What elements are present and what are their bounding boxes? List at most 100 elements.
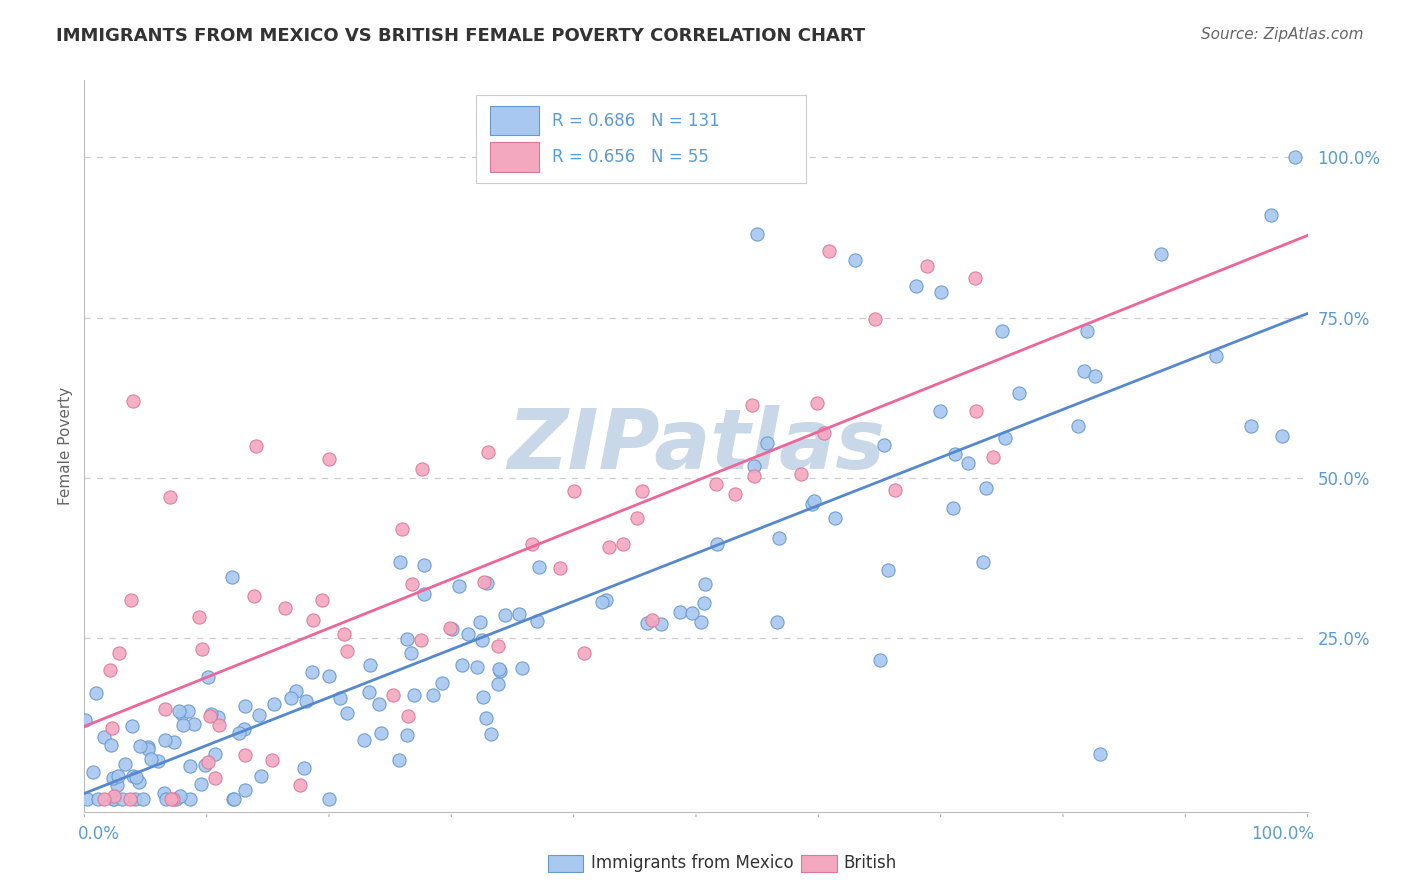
Point xyxy=(806,395,828,409)
Point xyxy=(285,684,308,698)
Point xyxy=(242,589,264,603)
Point xyxy=(249,769,271,783)
Point xyxy=(457,626,479,640)
Point xyxy=(742,458,765,473)
Point xyxy=(1150,246,1173,260)
Point xyxy=(981,450,1004,464)
Point xyxy=(176,705,198,719)
Point xyxy=(103,789,125,803)
Point xyxy=(548,561,571,575)
Point xyxy=(801,497,824,511)
Point xyxy=(526,614,548,628)
Point xyxy=(84,685,107,699)
Point xyxy=(162,792,184,806)
Point xyxy=(884,483,907,498)
Point xyxy=(302,613,325,627)
Point xyxy=(370,725,392,739)
Point xyxy=(86,792,108,806)
Point xyxy=(974,481,997,495)
Point xyxy=(155,733,177,747)
Point xyxy=(1083,369,1105,384)
Point xyxy=(187,609,209,624)
Point xyxy=(956,456,979,470)
Text: IMMIGRANTS FROM MEXICO VS BRITISH FEMALE POVERTY CORRELATION CHART: IMMIGRANTS FROM MEXICO VS BRITISH FEMALE… xyxy=(56,27,866,45)
Point xyxy=(991,324,1014,338)
Point xyxy=(82,764,104,779)
Point xyxy=(905,278,928,293)
Point xyxy=(183,717,205,731)
Point xyxy=(194,758,217,772)
Point xyxy=(353,732,375,747)
Point xyxy=(391,523,413,537)
Point xyxy=(669,605,692,619)
Point xyxy=(336,643,359,657)
Point xyxy=(93,730,115,744)
Point xyxy=(817,244,839,258)
Point xyxy=(741,398,763,412)
Point xyxy=(159,491,181,505)
Point xyxy=(813,426,835,441)
Point xyxy=(432,676,454,690)
Point xyxy=(591,595,613,609)
FancyBboxPatch shape xyxy=(491,106,540,135)
Point xyxy=(475,575,498,590)
Point xyxy=(527,560,550,574)
Point xyxy=(222,792,245,806)
Point xyxy=(612,537,634,551)
Point xyxy=(136,739,159,754)
Point xyxy=(359,658,381,673)
Point xyxy=(572,646,595,660)
Point xyxy=(972,555,994,569)
Point xyxy=(141,752,163,766)
Point xyxy=(280,690,302,705)
Point xyxy=(943,447,966,461)
Point xyxy=(1284,150,1306,164)
Point xyxy=(690,615,713,629)
Point xyxy=(208,718,231,732)
Text: British: British xyxy=(844,855,897,872)
Point xyxy=(163,735,186,749)
Point xyxy=(520,537,543,551)
Point xyxy=(107,769,129,783)
Point xyxy=(411,633,433,648)
Point xyxy=(695,576,717,591)
Point xyxy=(294,761,316,775)
Point xyxy=(396,709,419,723)
Point xyxy=(1008,385,1031,400)
Point xyxy=(301,665,323,680)
Point xyxy=(401,577,423,591)
Point xyxy=(122,394,145,409)
Point xyxy=(395,728,418,742)
Point xyxy=(207,710,229,724)
Point xyxy=(200,709,222,723)
Point xyxy=(412,587,434,601)
Point xyxy=(107,646,129,660)
Point xyxy=(1240,419,1263,434)
Point xyxy=(915,259,938,273)
Point xyxy=(222,792,245,806)
Point xyxy=(562,483,585,498)
Point xyxy=(411,462,433,476)
Point xyxy=(295,694,318,708)
Point xyxy=(233,747,256,762)
Point xyxy=(471,690,494,705)
Point xyxy=(103,792,125,806)
Point xyxy=(179,792,201,806)
Point xyxy=(318,792,340,806)
Point xyxy=(120,593,142,607)
Point xyxy=(247,707,270,722)
Y-axis label: Female Poverty: Female Poverty xyxy=(58,387,73,505)
Point xyxy=(179,759,201,773)
Point xyxy=(865,312,887,326)
Point xyxy=(290,778,312,792)
Point xyxy=(318,451,340,466)
Point xyxy=(965,404,987,418)
Point xyxy=(101,792,124,806)
Point xyxy=(1260,208,1282,222)
Point xyxy=(994,431,1017,445)
Point xyxy=(929,404,952,418)
Point xyxy=(148,754,170,768)
Point xyxy=(872,438,894,452)
Point xyxy=(190,642,212,657)
Point xyxy=(470,615,492,630)
